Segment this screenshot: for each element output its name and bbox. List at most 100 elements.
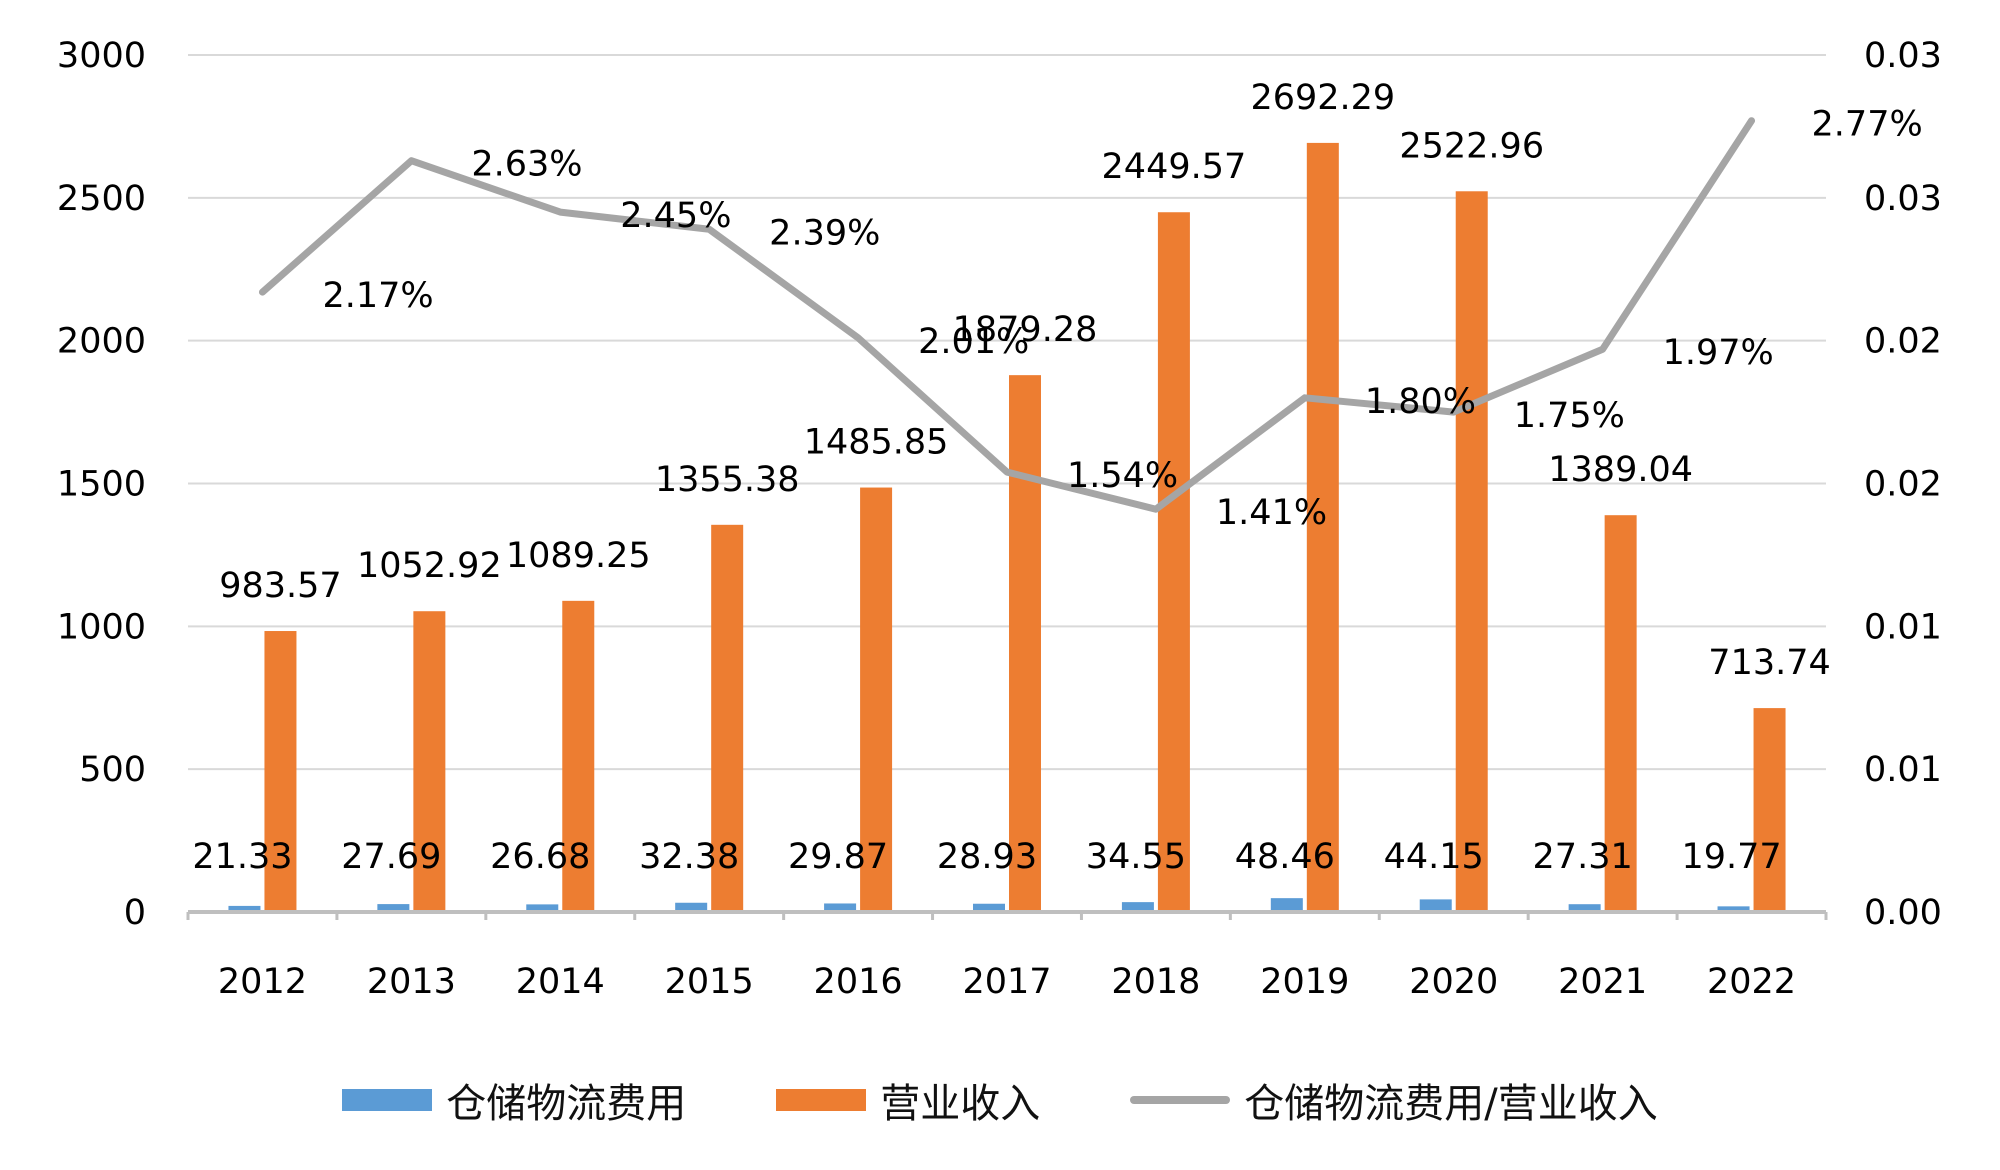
bar-storage-cost [824,903,857,912]
y-right-tick-label: 0.03 [1864,179,1942,219]
legend-swatch-ratio [1130,1096,1231,1104]
y-right-ticks: 0.00 0.01 0.01 0.02 0.02 0.03 0.03 [1864,36,1942,933]
y-right-tick-label: 0.01 [1864,607,1942,647]
x-tick-label: 2013 [367,962,456,1002]
bar-revenue [711,524,744,912]
ratio-point [857,336,860,339]
ratio-point [410,159,413,162]
data-label-storage-cost: 48.46 [1235,837,1335,877]
bar-revenue [562,600,595,912]
y-right-tick-label: 0.03 [1864,36,1942,76]
bar-revenue [1157,212,1190,912]
bar-storage-cost [1419,899,1452,912]
legend-item-ratio: 仓储物流费用/营业收入 [1130,1071,1658,1129]
data-label-ratio: 2.39% [769,213,880,253]
data-label-ratio: 1.41% [1216,493,1327,533]
bar-revenue [1009,375,1041,912]
bar-storage-cost [675,902,708,912]
legend-label-ratio: 仓储物流费用/营业收入 [1244,1081,1658,1127]
y-right-tick-label: 0.00 [1864,893,1942,933]
data-label-storage-cost: 21.33 [192,837,292,877]
data-label-revenue: 2522.96 [1399,126,1544,166]
legend: 仓储物流费用 营业收入 仓储物流费用/营业收入 [0,1070,2000,1130]
data-label-storage-cost: 28.93 [937,837,1037,877]
y-left-tick-label: 0 [124,893,146,933]
data-label-storage-cost: 26.68 [490,837,590,877]
x-tick-label: 2019 [1260,962,1349,1002]
ratio-point [1452,411,1455,414]
x-tick-label: 2022 [1707,962,1796,1002]
data-label-revenue: 1089.25 [506,536,651,576]
y-right-tick-label: 0.01 [1864,750,1942,790]
legend-label-revenue: 营业收入 [880,1081,1041,1127]
ratio-point [708,228,711,231]
bar-revenue [264,631,297,912]
x-tick-labels: 2012 2013 2014 2015 2016 2017 2018 2019 2020 2021… [218,962,1796,1002]
legend-swatch-storage-cost [342,1089,433,1111]
bar-storage-cost [526,904,559,912]
bar-storage-cost [1568,904,1601,912]
ratio-line [258,117,1756,513]
data-labels: 21.33 983.57 2.17% 27.69 1052.92 2.63% 26.68 10… [192,78,1922,877]
bar-storage-cost [1717,906,1750,912]
bar-revenue [1455,191,1488,913]
data-label-revenue: 2692.29 [1250,78,1395,118]
data-label-ratio: 2.77% [1812,105,1923,145]
data-label-revenue: 1052.92 [357,546,502,586]
ratio-point [1601,348,1604,351]
y-left-tick-label: 2500 [57,179,146,219]
bars [228,142,1786,913]
legend-swatch-revenue [776,1089,867,1111]
data-label-ratio: 1.54% [1067,456,1178,496]
bar-storage-cost [377,904,410,912]
bar-revenue [1753,708,1786,912]
data-label-ratio: 2.45% [620,196,731,236]
y-left-tick-label: 1000 [57,607,146,647]
legend-item-storage-cost: 仓储物流费用 [342,1071,686,1129]
data-label-revenue: 1355.38 [655,460,800,500]
x-tick-label: 2014 [516,962,605,1002]
ratio-point [1750,119,1753,122]
bar-storage-cost [973,903,1005,912]
legend-item-revenue: 营业收入 [776,1071,1040,1129]
data-label-revenue: 983.57 [219,566,341,606]
x-tick-label: 2021 [1558,962,1647,1002]
data-label-storage-cost: 44.15 [1384,837,1484,877]
data-label-ratio: 1.97% [1663,333,1774,373]
bar-revenue [1604,515,1637,912]
data-label-storage-cost: 19.77 [1681,837,1781,877]
data-label-revenue: 713.74 [1708,643,1830,683]
ratio-point [261,291,264,294]
bar-revenue [860,487,893,912]
data-label-revenue: 1879.28 [953,310,1098,350]
data-label-storage-cost: 27.69 [341,837,441,877]
y-left-tick-label: 1500 [57,465,146,505]
data-label-ratio: 2.17% [322,276,433,316]
y-left-tick-label: 3000 [57,36,146,76]
bar-storage-cost [1270,898,1303,912]
x-tick-label: 2012 [218,962,307,1002]
data-label-revenue: 1485.85 [804,423,949,463]
y-left-tick-label: 2000 [57,322,146,362]
data-label-ratio: 2.01% [918,322,1029,362]
x-tick-label: 2017 [962,962,1051,1002]
data-label-storage-cost: 27.31 [1533,837,1633,877]
y-right-tick-label: 0.02 [1864,322,1942,362]
bar-revenue [413,611,446,912]
y-left-ticks: 0 500 1000 1500 2000 2500 3000 [57,36,146,933]
y-left-tick-label: 500 [79,750,146,790]
ratio-point [559,211,562,214]
ratio-point [1006,471,1008,474]
x-tick-label: 2020 [1409,962,1498,1002]
y-right-tick-label: 0.02 [1864,465,1942,505]
data-label-ratio: 1.75% [1514,396,1625,436]
ratio-point [1303,396,1306,399]
x-axis [186,910,1828,920]
data-label-storage-cost: 29.87 [788,837,888,877]
bar-revenue [1306,142,1339,913]
data-label-storage-cost: 34.55 [1086,837,1186,877]
data-label-revenue: 1389.04 [1548,450,1693,490]
bar-storage-cost [1121,902,1154,912]
legend-label-storage-cost: 仓储物流费用 [446,1081,687,1127]
